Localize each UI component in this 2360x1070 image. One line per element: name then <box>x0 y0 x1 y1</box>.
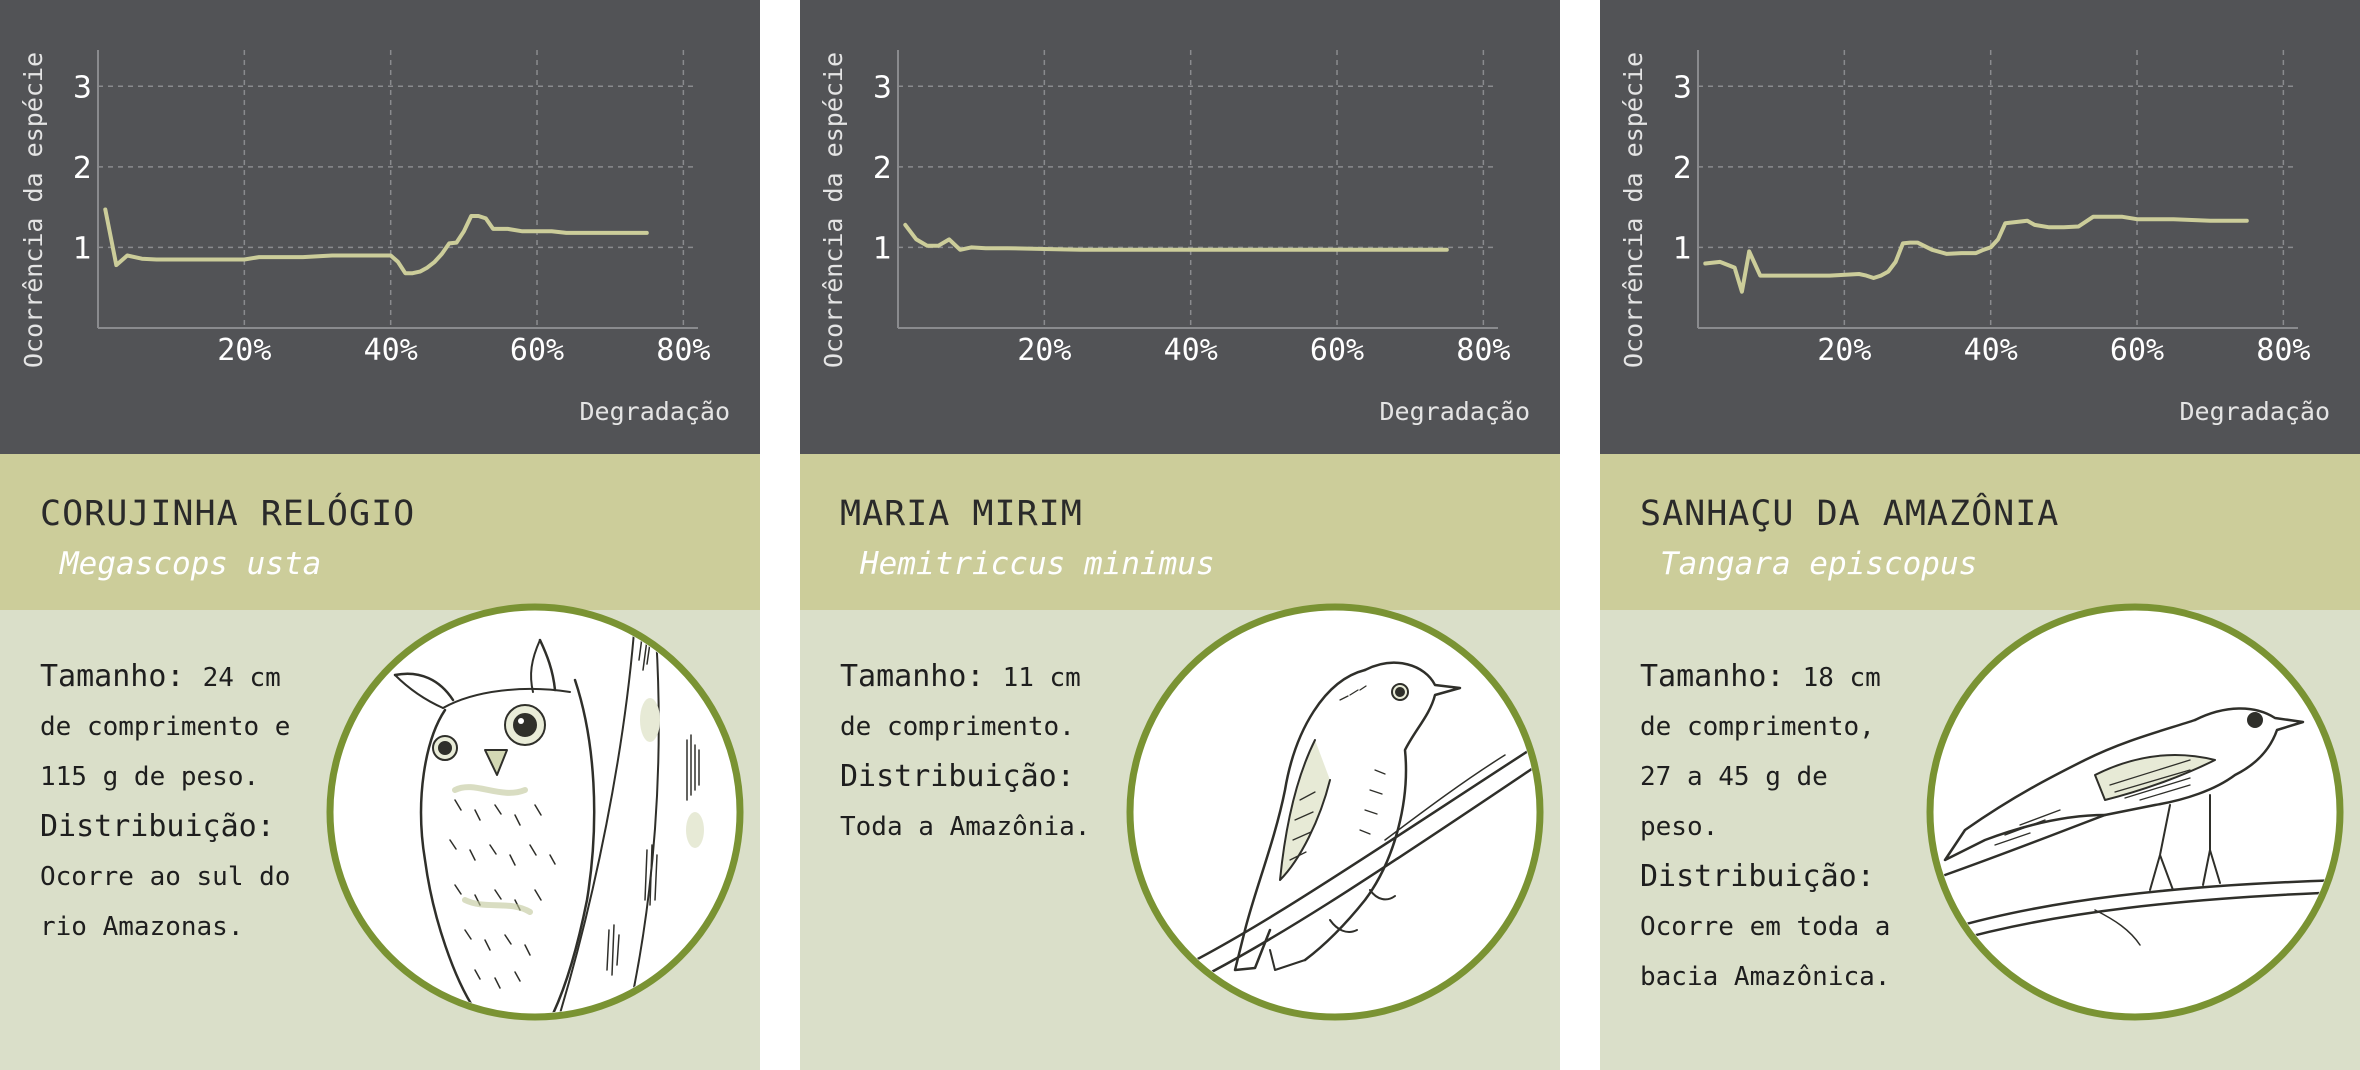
x-axis-title: Degradação <box>1379 397 1530 426</box>
occurrence-line-chart: 1 2 3 20% 40% 60% 80% Degradação Ocorrência da e… <box>819 50 1530 426</box>
x-tick-label: 80% <box>656 333 710 368</box>
x-axis-title: Degradação <box>2179 397 2330 426</box>
y-axis-title: Ocorrência da espécie <box>1619 52 1648 368</box>
occurrence-chart-panel: 1 2 3 20% 40% 60% 80% Degradação Ocorrência da e… <box>1600 0 2360 454</box>
occurrence-series-line <box>903 222 1449 252</box>
size-label: Tamanho: <box>1640 659 1785 694</box>
size-value: 18 cm <box>1802 663 1881 693</box>
size-detail-line: de comprimento, <box>1640 712 1875 742</box>
x-axis-title: Degradação <box>579 397 730 426</box>
species-card-maria-mirim: 1 2 3 20% 40% 60% 80% Degradação Ocorrência da e… <box>800 0 1560 1070</box>
y-tick-label: 3 <box>73 70 92 105</box>
occurrence-line-chart: 1 2 3 20% 40% 60% 80% Degradação Ocorrência da e… <box>1619 50 2330 426</box>
tanager-illustration-icon <box>1925 600 2345 1024</box>
distribution-detail-line: Ocorre em toda a <box>1640 912 1891 942</box>
distribution-detail-line: Ocorre ao sul do <box>40 862 291 892</box>
x-tick-label: 40% <box>1164 333 1218 368</box>
occurrence-line-chart: 1 2 3 20% 40% 60% 80% Degradação Ocorrência da e… <box>19 50 730 426</box>
size-label: Tamanho: <box>40 659 185 694</box>
species-name-band: CORUJINHA RELÓGIO Megascops usta <box>0 454 760 610</box>
species-info-text: Tamanho: 24 cm de comprimento e 115 g de… <box>40 652 340 952</box>
species-info-text: Tamanho: 18 cm de comprimento, 27 a 45 g… <box>1640 652 1940 1002</box>
species-card-sanhacu: 1 2 3 20% 40% 60% 80% Degradação Ocorrência da e… <box>1600 0 2360 1070</box>
y-tick-label: 3 <box>1673 70 1692 105</box>
size-value: 24 cm <box>202 663 281 693</box>
size-detail-line: de comprimento e <box>40 712 291 742</box>
y-tick-label: 3 <box>873 70 892 105</box>
y-tick-label: 2 <box>1673 151 1692 186</box>
occurrence-chart-panel: 1 2 3 20% 40% 60% 80% Degradação Ocorrência da e… <box>800 0 1560 454</box>
distribution-detail-line: rio Amazonas. <box>40 912 244 942</box>
size-line: Tamanho: 11 cm <box>840 652 1140 702</box>
x-tick-label: 20% <box>1817 333 1871 368</box>
species-scientific-name: Hemitriccus minimus <box>860 546 1215 582</box>
x-tick-label: 60% <box>1310 333 1364 368</box>
size-line: Tamanho: 18 cm <box>1640 652 1940 702</box>
y-tick-label: 1 <box>73 231 92 266</box>
species-name-band: MARIA MIRIM Hemitriccus minimus <box>800 454 1560 610</box>
species-scientific-name: Megascops usta <box>60 546 322 582</box>
y-axis-title: Ocorrência da espécie <box>819 52 848 368</box>
y-tick-label: 1 <box>1673 231 1692 266</box>
occurrence-series-line <box>1703 214 2249 294</box>
distribution-label: Distribuição: <box>1640 859 1875 894</box>
occurrence-chart-panel: 1 2 3 20% 40% 60% 80% Degradação Ocorrência da e… <box>0 0 760 454</box>
species-scientific-name: Tangara episcopus <box>1660 546 1978 582</box>
species-common-name: CORUJINHA RELÓGIO <box>40 494 416 534</box>
y-tick-label: 2 <box>73 151 92 186</box>
size-detail-line: peso. <box>1640 812 1719 842</box>
size-detail-line: 115 g de peso. <box>40 762 260 792</box>
species-common-name: SANHAÇU DA AMAZÔNIA <box>1640 494 2060 534</box>
x-tick-label: 60% <box>510 333 564 368</box>
x-tick-label: 80% <box>1456 333 1510 368</box>
size-detail-line: 27 a 45 g de <box>1640 762 1828 792</box>
x-tick-label: 20% <box>1017 333 1071 368</box>
species-name-band: SANHAÇU DA AMAZÔNIA Tangara episcopus <box>1600 454 2360 610</box>
distribution-label: Distribuição: <box>840 759 1075 794</box>
species-common-name: MARIA MIRIM <box>840 494 1083 534</box>
x-tick-label: 60% <box>2110 333 2164 368</box>
distribution-label: Distribuição: <box>40 809 275 844</box>
x-tick-label: 20% <box>217 333 271 368</box>
y-tick-label: 1 <box>873 231 892 266</box>
owl-illustration-icon <box>325 600 745 1024</box>
size-detail-line: de comprimento. <box>840 712 1075 742</box>
distribution-detail-line: Toda a Amazônia. <box>840 812 1091 842</box>
occurrence-series-line <box>103 207 649 276</box>
x-tick-label: 40% <box>1964 333 2018 368</box>
x-tick-label: 80% <box>2256 333 2310 368</box>
y-axis-title: Ocorrência da espécie <box>19 52 48 368</box>
size-value: 11 cm <box>1002 663 1081 693</box>
size-label: Tamanho: <box>840 659 985 694</box>
size-line: Tamanho: 24 cm <box>40 652 340 702</box>
distribution-detail-line: bacia Amazônica. <box>1640 962 1891 992</box>
y-tick-label: 2 <box>873 151 892 186</box>
species-info-text: Tamanho: 11 cm de comprimento. Distribui… <box>840 652 1140 852</box>
species-card-corujinha: 1 2 3 20% 40% 60% 80% Degradação Ocorrência da e… <box>0 0 760 1070</box>
x-tick-label: 40% <box>364 333 418 368</box>
tyrannulet-illustration-icon <box>1125 600 1545 1024</box>
